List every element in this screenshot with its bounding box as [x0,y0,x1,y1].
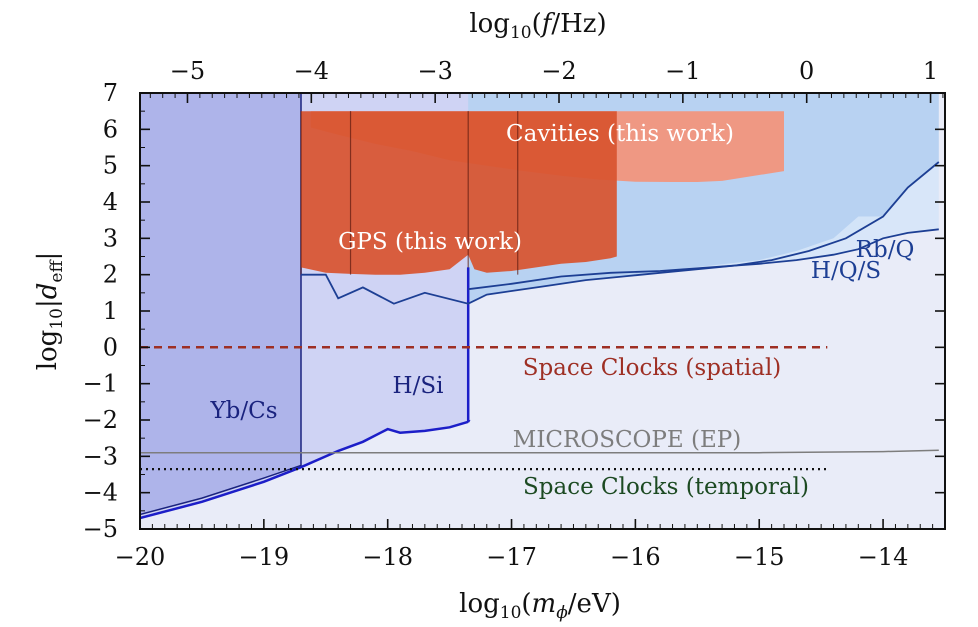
y-tick-label: 3 [103,224,118,252]
y-tick-label: 4 [103,188,118,216]
x-axis-title: log10(mϕ/eV) [459,589,621,623]
y-tick-label: 6 [103,115,118,143]
x-tick-label: −15 [734,543,785,571]
y-axis-title: log10|deff| [33,252,67,371]
y-tick-label: −3 [83,442,118,470]
space-clocks-temporal-label: Space Clocks (temporal) [523,474,809,500]
top-tick-label: −2 [541,57,576,85]
x-tick-label: −17 [486,543,537,571]
y-tick-label: 5 [103,152,118,180]
top-tick-label: −4 [294,57,329,85]
y-tick-label: −1 [83,370,118,398]
axis-ticks: −20 −19 −18 −17 −16 −15 −14−5−4−3−2−101234567−… [83,57,945,571]
x-tick-label: −16 [610,543,661,571]
y-tick-label: 7 [103,79,118,107]
top-tick-label: −3 [417,57,452,85]
space-clocks-spatial-label: Space Clocks (spatial) [523,355,782,381]
x-tick-label: −18 [362,543,413,571]
hqs-label: H/Q/S [811,258,881,284]
x-tick-label: −19 [239,543,290,571]
top-tick-label: −5 [170,57,205,85]
y-tick-label: −4 [83,479,118,507]
x-tick-label: −20 [115,543,166,571]
y-tick-label: −2 [83,406,118,434]
gps-label: GPS (this work) [338,229,522,255]
microscope-line [140,449,939,454]
ybcs-label: Yb/Cs [209,398,277,424]
top-tick-label: 0 [799,57,814,85]
ybcs-region [140,93,302,516]
gps-band [301,111,617,275]
cavities-label: Cavities (this work) [506,121,734,147]
hsi-line [140,267,471,520]
gps-band-dividers [300,111,519,275]
hqs-line [301,161,940,305]
y-tick-label: 2 [103,261,118,289]
y-tick-label: −5 [83,515,118,543]
rbq-line [468,228,939,291]
top-tick-label: −1 [665,57,700,85]
hsi-label: H/Si [393,373,444,399]
rbq-label: Rb/Q [856,237,915,263]
y-tick-label: 0 [103,333,118,361]
x-tick-label: −14 [858,543,909,571]
microscope-label: MICROSCOPE (EP) [513,427,741,453]
top-axis-title: log10(f/Hz) [469,9,606,43]
y-tick-label: 1 [103,297,118,325]
plot-area [140,93,945,529]
top-tick-label: 1 [923,57,938,85]
